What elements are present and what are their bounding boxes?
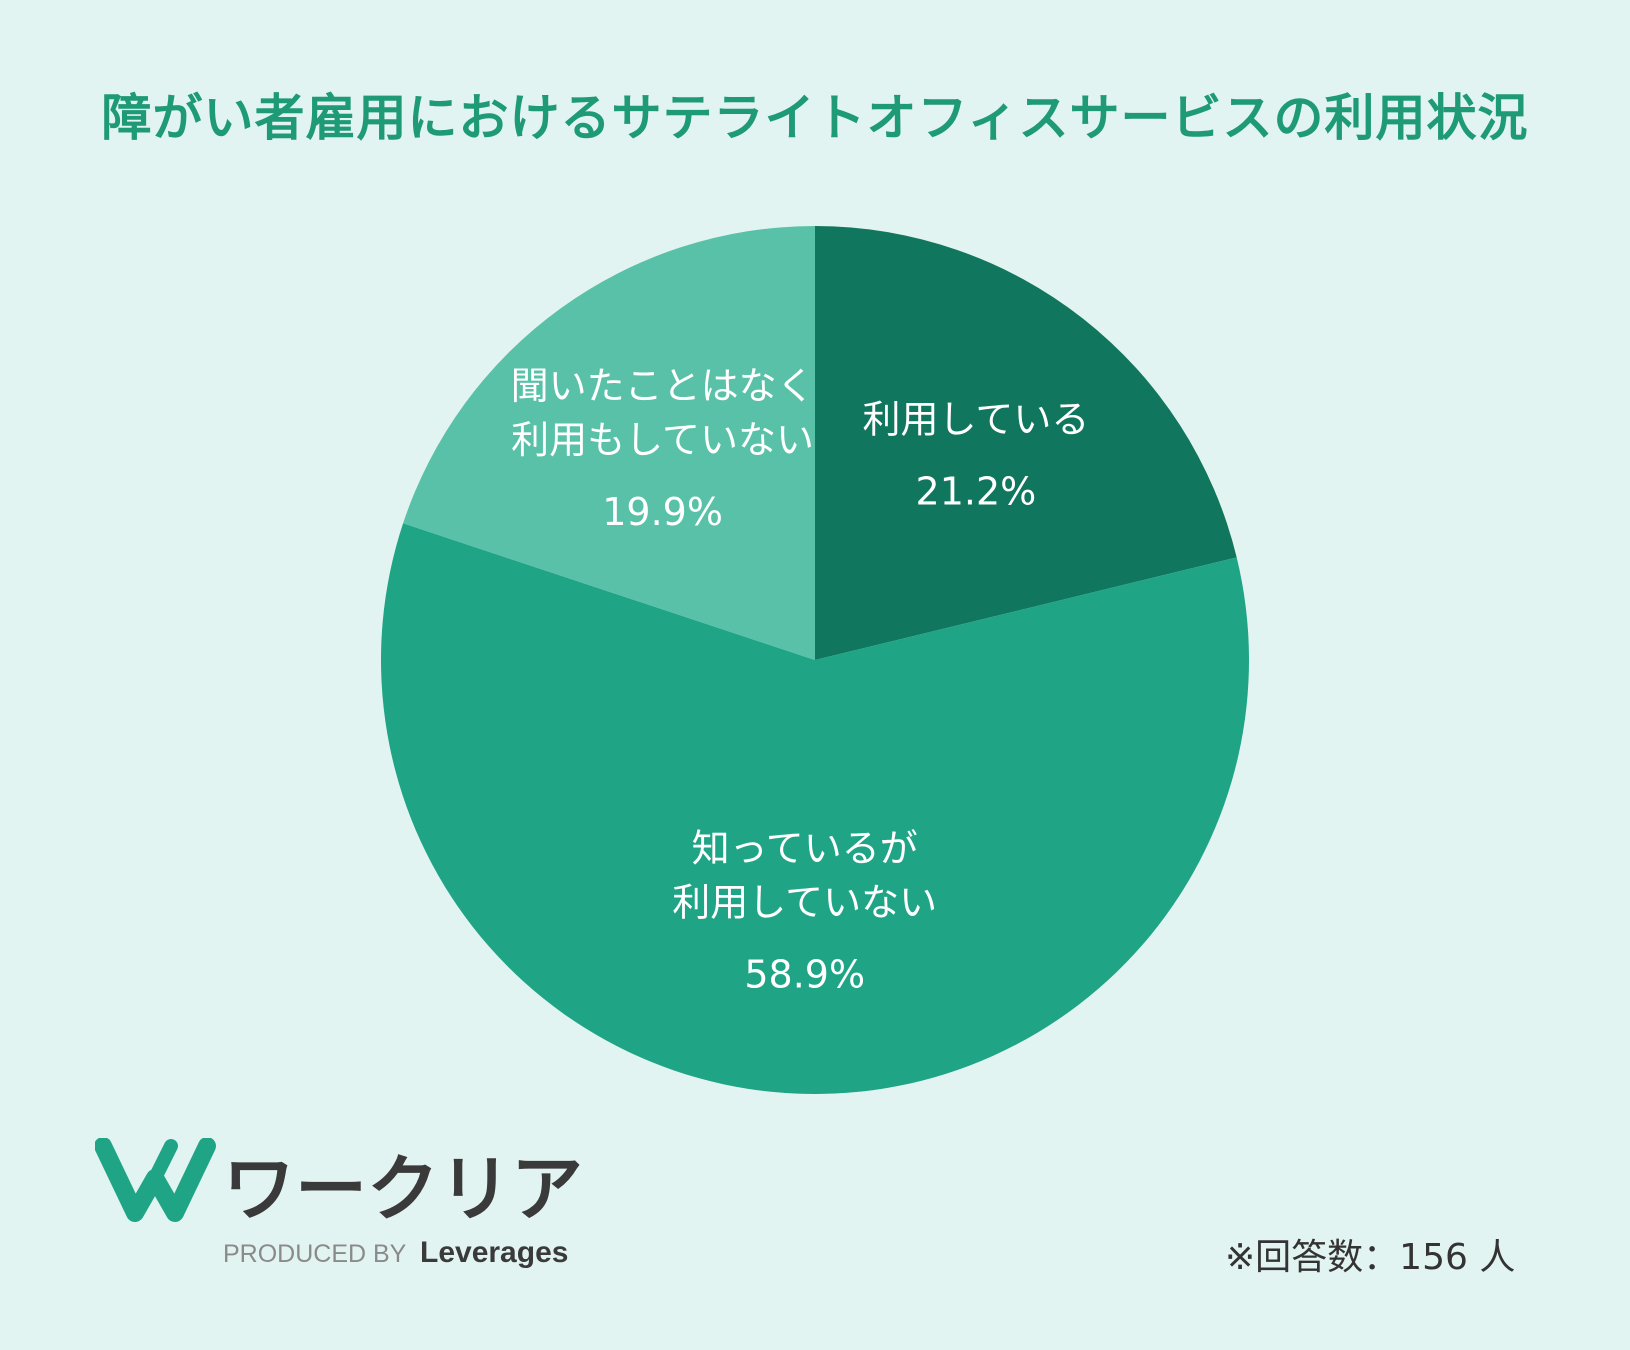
w-mark-icon <box>95 1138 216 1222</box>
brand-logo: ワークリア PRODUCED BY Leverages <box>95 1138 583 1269</box>
slice-2-label-line-1: 知っているが <box>692 827 918 871</box>
slice-1-value-label: 21.2% <box>916 469 1037 513</box>
slice-2-label-line-2: 利用していない <box>672 881 937 925</box>
chart-title: 障がい者雇用におけるサテライトオフィスサービスの利用状況 <box>101 89 1529 147</box>
slice-2-value-label: 58.9% <box>744 953 865 997</box>
pie-slice-3 <box>403 226 815 660</box>
slice-3-label-line-2: 利用もしていない <box>511 418 814 462</box>
slice-3-value-label: 19.9% <box>602 490 723 534</box>
logo-company: Leverages <box>420 1236 568 1269</box>
slice-3-label-line-1: 聞いたことはなく <box>511 364 815 408</box>
respondent-count-note: ※回答数：156 人 <box>1225 1237 1516 1278</box>
pie-slice-1 <box>815 226 1237 660</box>
pie-slice-2 <box>380 523 1250 1094</box>
logo-brand-text: ワークリア <box>223 1147 583 1231</box>
slice-1-label-line-1: 利用している <box>862 397 1089 441</box>
logo-produced-by: PRODUCED BY <box>223 1240 407 1268</box>
